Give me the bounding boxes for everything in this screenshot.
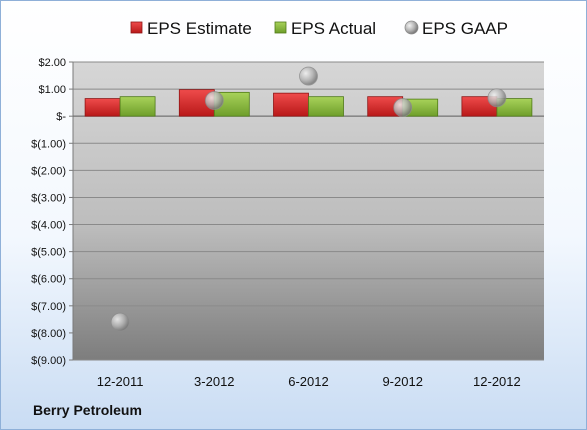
y-tick-label: $(7.00) xyxy=(31,301,66,313)
legend-label: EPS Actual xyxy=(291,19,376,38)
legend-swatch xyxy=(274,21,287,34)
y-tick-label: $(4.00) xyxy=(31,220,66,232)
marker-eps-gaap xyxy=(487,88,507,108)
x-category-label: 12-2012 xyxy=(473,374,521,389)
y-tick-label: $(2.00) xyxy=(31,165,66,177)
legend-label: EPS Estimate xyxy=(147,19,252,38)
bar-eps-estimate xyxy=(84,98,121,117)
marker-eps-gaap xyxy=(204,91,224,110)
y-tick-label: $(1.00) xyxy=(31,138,66,150)
x-category-label: 9-2012 xyxy=(382,374,422,389)
y-tick-label: $(6.00) xyxy=(31,274,66,286)
legend-swatch xyxy=(130,21,143,34)
y-tick-label: $(5.00) xyxy=(31,247,66,259)
y-tick-label: $(8.00) xyxy=(31,328,66,340)
y-tick-label: $- xyxy=(56,111,66,123)
company-name: Berry Petroleum xyxy=(33,402,142,418)
y-tick-label: $(9.00) xyxy=(31,355,66,367)
bar-eps-actual xyxy=(496,98,533,117)
marker-eps-gaap xyxy=(393,98,413,117)
marker-eps-gaap xyxy=(110,312,130,332)
y-tick-label: $2.00 xyxy=(38,57,66,69)
bar-eps-actual xyxy=(119,96,156,117)
x-category-label: 6-2012 xyxy=(288,374,328,389)
legend-swatch xyxy=(404,20,419,35)
y-tick-label: $1.00 xyxy=(38,84,66,96)
y-tick-label: $(3.00) xyxy=(31,192,66,204)
bar-eps-estimate xyxy=(273,92,309,117)
marker-eps-gaap xyxy=(299,66,318,86)
x-category-label: 3-2012 xyxy=(194,374,234,389)
legend-label: EPS GAAP xyxy=(422,19,508,38)
x-category-label: 12-2011 xyxy=(97,374,144,389)
bar-eps-actual xyxy=(308,96,344,117)
